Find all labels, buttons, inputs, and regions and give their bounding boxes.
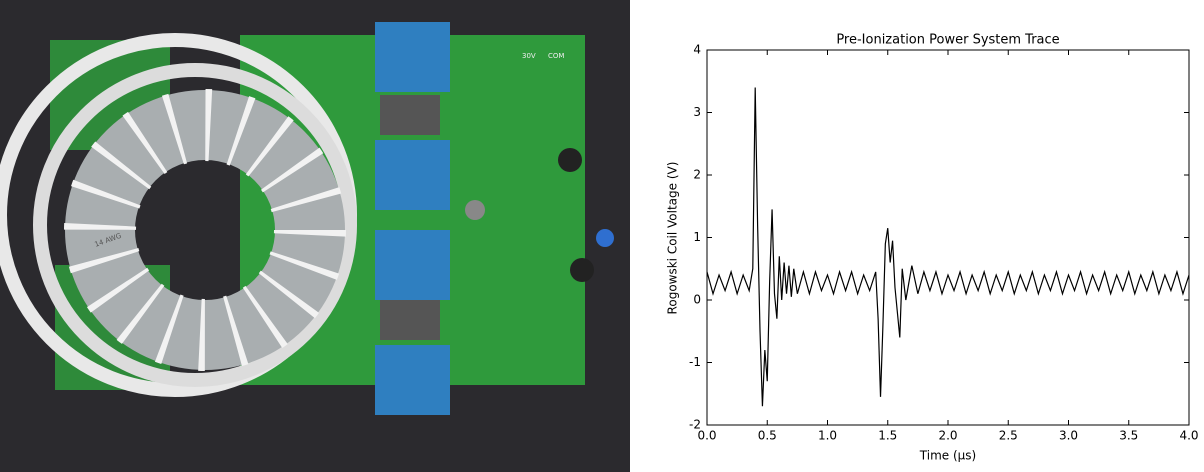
y-tick-label: 0 [693,293,701,307]
x-tick-label: 0.0 [697,429,716,443]
plot-frame [706,49,1190,426]
x-tick-label: 1.5 [878,429,897,443]
y-tick-label: 2 [693,168,701,182]
trace-line [706,87,1190,407]
x-tick-label: 1.0 [818,429,837,443]
capacitor [375,22,450,92]
potentiometer [596,229,614,247]
capacitor [375,230,450,300]
board-label: COM [548,52,564,60]
chart-title: Pre-Ionization Power System Trace [836,33,1059,48]
y-tick-label: 3 [693,105,701,119]
x-tick-label: 0.5 [758,429,777,443]
x-tick-label: 4.0 [1179,429,1198,443]
y-tick-label: 4 [693,43,701,57]
chart: Pre-Ionization Power System Trace Time (… [666,33,1199,463]
x-tick-label: 2.0 [938,429,957,443]
winding [64,89,346,371]
x-tick-label: 3.0 [1059,429,1078,443]
y-axis-label: Rogowski Coil Voltage (V) [666,162,680,315]
board-label: 30V [522,52,536,60]
cable [33,63,357,387]
mount-hole [465,200,485,220]
y-tick-label: -2 [689,418,701,432]
y-tick-label: -1 [689,355,701,369]
y-tick-label: 1 [693,230,701,244]
x-tick-label: 2.5 [999,429,1018,443]
transistor [380,300,440,340]
capacitor [570,258,594,282]
photo: 30V COM 14 AWG [0,0,630,472]
x-axis-label: Time (μs) [919,449,976,463]
capacitor [558,148,582,172]
capacitor [375,345,450,415]
capacitor [375,140,450,210]
transistor [380,95,440,135]
x-tick-label: 3.5 [1119,429,1138,443]
